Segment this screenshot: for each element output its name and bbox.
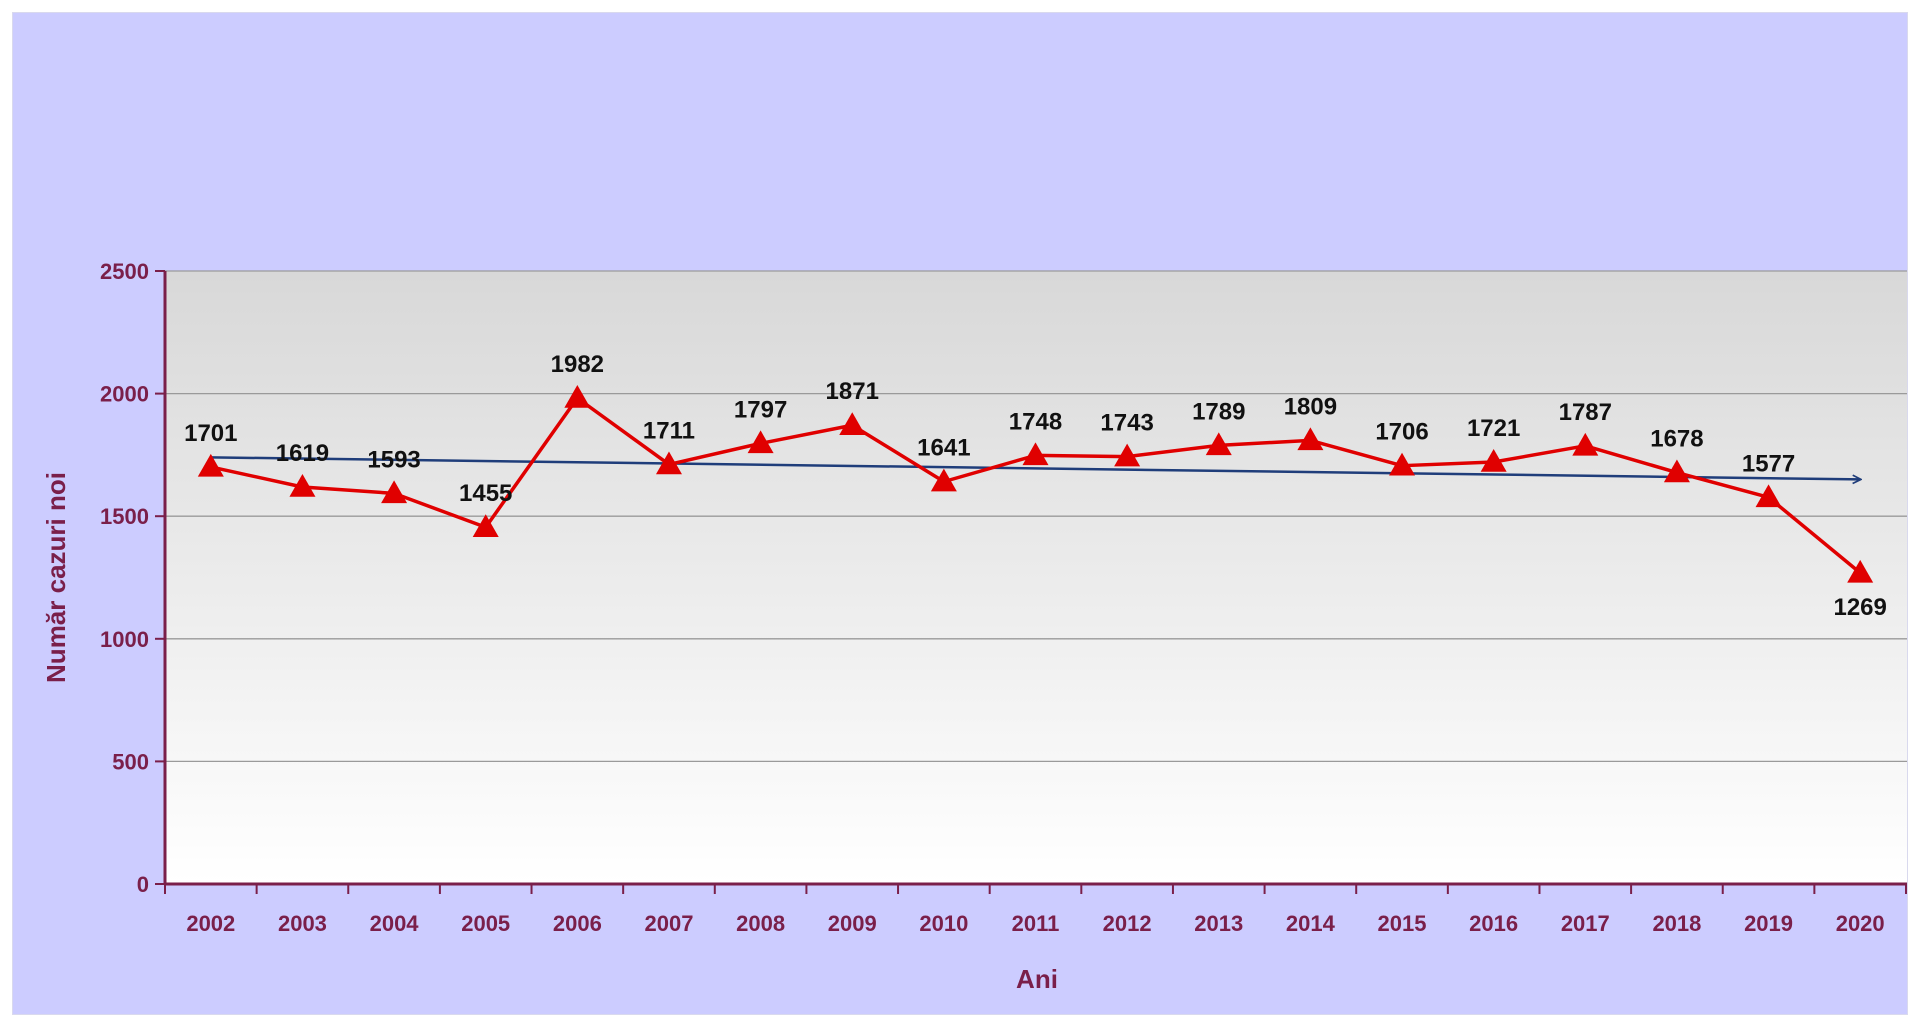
data-point-marker xyxy=(1847,559,1874,583)
y-tick-label: 1000 xyxy=(100,627,149,652)
data-point-marker xyxy=(1755,484,1782,508)
y-axis-title: Număr cazuri noi xyxy=(41,472,71,683)
data-label: 1593 xyxy=(367,446,420,473)
data-label: 1641 xyxy=(917,435,970,462)
data-label: 1789 xyxy=(1192,398,1245,425)
y-tick-label: 0 xyxy=(137,872,149,897)
x-tick-label: 2010 xyxy=(919,911,968,936)
data-point-marker xyxy=(564,385,591,408)
data-label: 1577 xyxy=(1742,450,1795,477)
data-point-marker xyxy=(930,468,957,492)
x-tick-label: 2018 xyxy=(1652,911,1701,936)
data-label: 1748 xyxy=(1009,408,1062,435)
trendline xyxy=(210,456,1860,479)
axes xyxy=(155,270,1907,894)
x-tick-label: 2019 xyxy=(1744,911,1793,936)
x-tick-labels: 2002 2003 2004 2005 2006 2007 2008 2009 2010 2011… xyxy=(186,911,1884,936)
data-label: 1619 xyxy=(276,440,329,467)
x-tick-label: 2011 xyxy=(1012,911,1060,936)
y-tick-label: 2500 xyxy=(100,259,149,284)
data-point-marker xyxy=(289,474,316,497)
chart-frame: 0 500 1000 1500 2000 2500 2002 2003 2004 2005 200… xyxy=(12,12,1908,1015)
x-tick-label: 2003 xyxy=(278,911,327,936)
x-tick-label: 2005 xyxy=(461,911,510,936)
data-point-marker xyxy=(1297,427,1324,451)
data-point-marker xyxy=(1663,459,1690,483)
data-point-marker xyxy=(381,480,408,504)
data-point-marker xyxy=(1572,432,1599,456)
data-point-marker xyxy=(839,412,866,435)
x-tick-label: 2009 xyxy=(828,911,877,936)
data-label: 1743 xyxy=(1100,410,1153,437)
x-tick-label: 2013 xyxy=(1194,911,1243,936)
x-tick-label: 2016 xyxy=(1469,911,1518,936)
y-tick-label: 500 xyxy=(112,749,149,774)
x-tick-label: 2014 xyxy=(1286,911,1336,936)
y-tick-label: 2000 xyxy=(100,382,149,407)
series-group xyxy=(197,385,1874,583)
data-label: 1455 xyxy=(459,480,512,507)
data-label: 1982 xyxy=(551,351,604,378)
data-point-marker xyxy=(747,430,774,454)
x-tick-label: 2007 xyxy=(644,911,693,936)
data-label: 1787 xyxy=(1559,399,1612,426)
x-tick-label: 2002 xyxy=(186,911,235,936)
data-label: 1701 xyxy=(184,420,237,447)
data-label: 1809 xyxy=(1284,393,1337,420)
x-tick-label: 2020 xyxy=(1836,911,1885,936)
x-tick-label: 2012 xyxy=(1103,911,1152,936)
y-tick-labels: 0 500 1000 1500 2000 2500 xyxy=(100,259,149,897)
data-point-marker xyxy=(1480,449,1507,472)
x-axis-title: Ani xyxy=(1016,964,1058,994)
data-label: 1678 xyxy=(1650,426,1703,453)
trendline-group xyxy=(210,456,1860,479)
x-tick-label: 2015 xyxy=(1378,911,1427,936)
data-point-marker xyxy=(197,453,224,477)
data-point-marker xyxy=(1389,452,1416,476)
x-tick-label: 2017 xyxy=(1561,911,1610,936)
data-point-marker xyxy=(1022,442,1049,466)
data-label: 1269 xyxy=(1833,594,1886,621)
data-label: 1706 xyxy=(1375,419,1428,446)
data-point-marker xyxy=(1114,443,1141,467)
data-label: 1711 xyxy=(643,417,695,444)
x-tick-label: 2006 xyxy=(553,911,602,936)
data-labels: 1701 1619 1593 1455 1982 1711 1797 1871 1641 1748… xyxy=(184,351,1887,621)
data-point-marker xyxy=(472,514,499,537)
y-tick-label: 1500 xyxy=(100,504,149,529)
data-label: 1871 xyxy=(826,378,879,405)
plot-area xyxy=(165,271,1907,884)
data-point-marker xyxy=(1205,432,1232,456)
data-point-marker xyxy=(655,451,682,475)
x-tick-label: 2004 xyxy=(370,911,420,936)
x-tick-label: 2008 xyxy=(736,911,785,936)
data-label: 1721 xyxy=(1467,415,1520,442)
data-label: 1797 xyxy=(734,396,787,423)
